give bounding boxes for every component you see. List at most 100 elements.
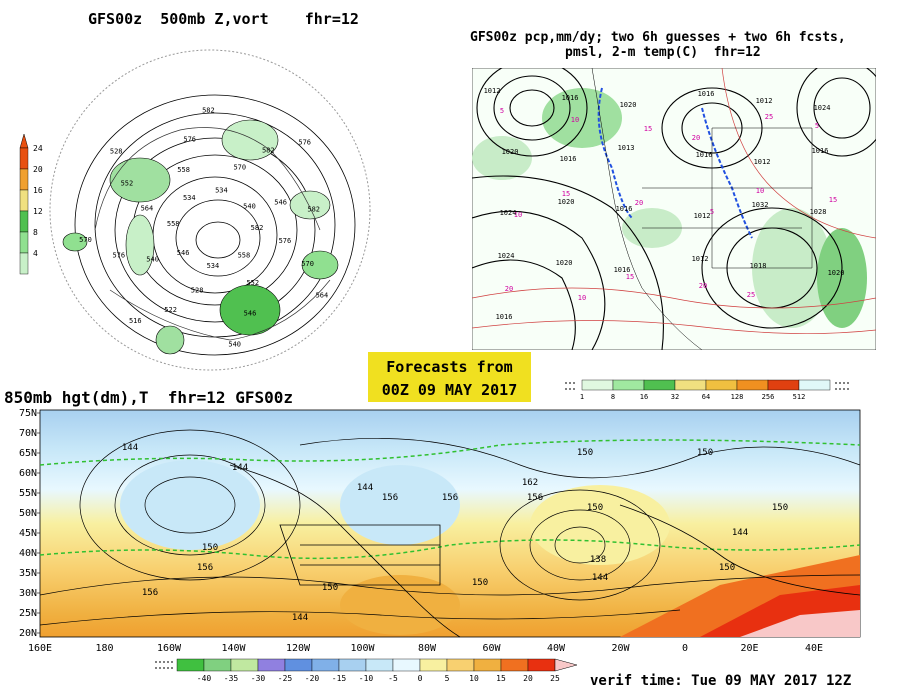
temp-label: 20	[699, 282, 707, 290]
colorbar-850-tick: -30	[251, 674, 266, 683]
pressure-label: 1018	[750, 262, 767, 270]
map-850mb: 144 150 156 144 150 156 144 150 156 162 156 150 150 1…	[19, 408, 861, 654]
lon-label: 20W	[611, 643, 630, 654]
forecast-line1: Forecasts from	[386, 358, 513, 376]
pressure-label: 1016	[698, 90, 715, 98]
colorbar-850-tick: 15	[496, 674, 506, 683]
height-label-850: 144	[732, 528, 748, 538]
contour-label-500: 582	[262, 147, 275, 155]
colorbar-850-left-arrow	[155, 661, 175, 669]
contour-labels-500: 582 576 570 564 558 552 546 540 534 528 522 516 546 5…	[79, 106, 328, 348]
colorbar-850-cell	[527, 658, 556, 672]
colorbar-precip-tick: 512	[793, 393, 806, 401]
pressure-label: 1012	[754, 158, 771, 166]
contour-label-500: 576	[112, 251, 125, 259]
pressure-label: 1016	[696, 151, 713, 159]
pressure-label: 1013	[618, 144, 635, 152]
colorbar-500-cell	[19, 210, 29, 233]
lat-label: 70N	[19, 428, 37, 439]
height-label-850: 144	[592, 573, 608, 583]
lon-labels: 160E 180 160W 140W 120W 100W 80W 60W 40W 20W 0 20E 4…	[28, 643, 823, 654]
height-label-850: 144	[292, 613, 308, 623]
colorbar-500-tick: 16	[33, 186, 43, 195]
lat-label: 55N	[19, 488, 37, 499]
pressure-label: 1016	[616, 205, 633, 213]
pressure-label: 1024	[498, 252, 515, 260]
height-label-850: 150	[587, 503, 603, 513]
temp-label: 5	[815, 122, 819, 130]
height-label-850: 162	[522, 478, 538, 488]
colorbar-850-tick: -25	[278, 674, 293, 683]
height-labels-850: 144 150 156 144 150 156 144 150 156 162 156 150 150 1…	[122, 443, 788, 623]
colorbar-500-tick: 12	[33, 207, 43, 216]
map-500mb-polar: 582 576 570 564 558 552 546 540 534 528 522 516 546 5…	[19, 49, 371, 371]
pressure-label: 1016	[812, 147, 829, 155]
title-precip-line2: pmsl, 2-m temp(C) fhr=12	[565, 45, 761, 60]
colorbar-850-tick: -40	[197, 674, 212, 683]
contour-label-500: 576	[298, 139, 311, 147]
colorbar-850-cell	[176, 658, 205, 672]
colorbar-precip-cell	[705, 379, 738, 391]
contour-label-500: 582	[307, 206, 320, 214]
contour-label-500: 546	[244, 310, 257, 318]
pressure-label: 1016	[614, 266, 631, 274]
colorbar-850-cell	[446, 658, 475, 672]
colorbar-precip-tick: 16	[640, 393, 648, 401]
contour-label-500: 546	[177, 249, 190, 257]
polar-contours	[74, 94, 356, 356]
colorbar-precip-cell	[736, 379, 769, 391]
lon-label: 180	[95, 643, 113, 654]
pressure-labels: 1012101610201016101210241020101610131016…	[484, 87, 845, 321]
colorbar-precip-right-arrow	[835, 382, 850, 390]
pressure-label: 1020	[556, 259, 573, 267]
lon-label: 40W	[547, 643, 566, 654]
colorbar-850-tick: 5	[445, 674, 450, 683]
lat-label: 20N	[19, 628, 37, 639]
height-label-850: 150	[322, 583, 338, 593]
temp-label: 10	[756, 187, 764, 195]
lat-label: 65N	[19, 448, 37, 459]
colorbar-850-cell	[230, 658, 259, 672]
height-label-850: 150	[202, 543, 218, 553]
height-label-850: 150	[719, 563, 735, 573]
colorbar-850-tick: 0	[418, 674, 423, 683]
colorbar-precip-tick: 64	[702, 393, 710, 401]
colorbar-precip-cell	[674, 379, 707, 391]
colorbar-precip-tick: 1	[580, 393, 584, 401]
colorbar-500: 24 20 16 12 8 4	[19, 133, 43, 275]
freezing-lines-850	[39, 439, 861, 560]
height-label-850: 138	[590, 555, 606, 565]
contour-label-500: 540	[228, 340, 241, 348]
colorbar-850-tick: -5	[388, 674, 398, 683]
colorbar-precip-cell	[643, 379, 676, 391]
colorbar-500-cell	[19, 168, 29, 191]
colorbar-precip-cell	[612, 379, 645, 391]
height-label-850: 156	[382, 493, 398, 503]
colorbar-500-tick: 8	[33, 228, 38, 237]
colorbar-precip-tick: 8	[611, 393, 615, 401]
height-label-850: 144	[232, 463, 248, 473]
colorbar-precip-cell	[767, 379, 800, 391]
pressure-label: 1020	[828, 269, 845, 277]
height-label-850: 144	[122, 443, 138, 453]
lon-label: 80W	[418, 643, 437, 654]
contour-label-500: 576	[279, 237, 292, 245]
height-contours-850	[39, 429, 861, 626]
temp-label: 5	[500, 107, 504, 115]
height-label-850: 150	[697, 448, 713, 458]
lat-label: 35N	[19, 568, 37, 579]
colorbar-850-cell	[365, 658, 394, 672]
contour-label-500: 534	[215, 186, 228, 194]
temp-label: 10	[571, 116, 579, 124]
colorbar-precip-left-arrow	[565, 382, 577, 390]
temp-shading-850	[120, 460, 860, 637]
height-label-850: 156	[527, 493, 543, 503]
colorbar-500-arrow	[19, 133, 29, 149]
lon-label: 120W	[286, 643, 311, 654]
colorbar-precip-cell	[581, 379, 614, 391]
coastlines	[591, 68, 813, 350]
lat-label: 75N	[19, 408, 37, 419]
temp-label: 25	[765, 113, 773, 121]
colorbar-850-cell	[500, 658, 529, 672]
colorbar-500-cell	[19, 252, 29, 275]
